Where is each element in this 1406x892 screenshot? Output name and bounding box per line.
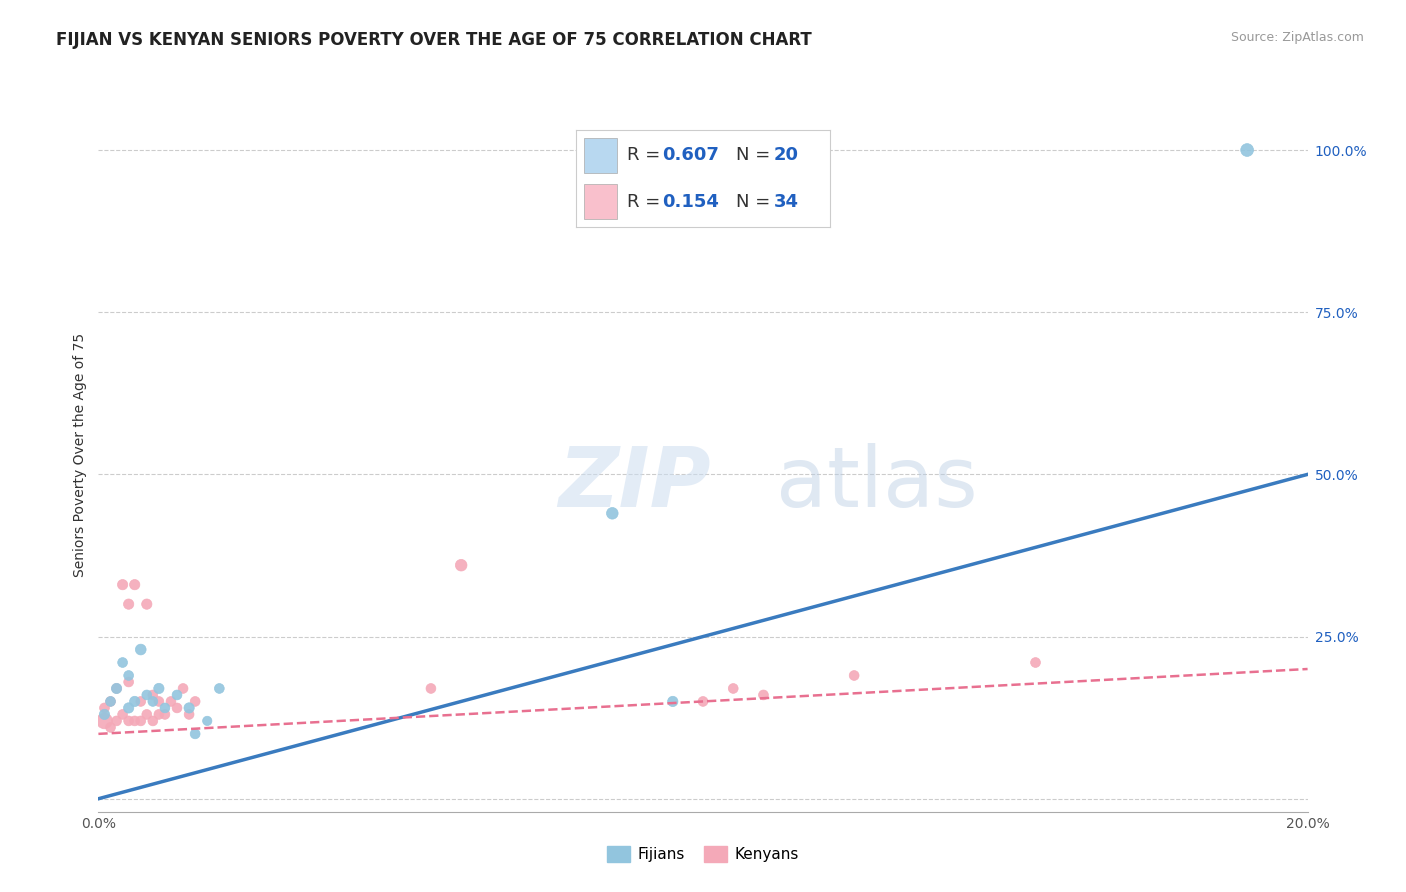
- Point: [420, 681, 443, 696]
- Point: [153, 707, 176, 722]
- Point: [844, 668, 866, 682]
- Text: 0.607: 0.607: [662, 146, 720, 164]
- Point: [184, 694, 207, 708]
- Point: [124, 577, 146, 591]
- FancyBboxPatch shape: [583, 184, 617, 219]
- Point: [752, 688, 775, 702]
- Point: [105, 681, 128, 696]
- Point: [153, 701, 176, 715]
- Point: [111, 707, 134, 722]
- Point: [166, 688, 188, 702]
- Point: [118, 668, 141, 682]
- Point: [195, 714, 218, 728]
- Point: [142, 694, 165, 708]
- Text: N =: N =: [735, 193, 776, 211]
- Text: R =: R =: [627, 193, 672, 211]
- Point: [118, 701, 141, 715]
- Point: [135, 688, 157, 702]
- Point: [105, 714, 128, 728]
- Point: [148, 707, 170, 722]
- Text: ZIP: ZIP: [558, 443, 710, 524]
- Point: [142, 688, 165, 702]
- Point: [135, 597, 157, 611]
- Point: [100, 720, 122, 734]
- Point: [172, 681, 194, 696]
- Point: [208, 681, 231, 696]
- Point: [135, 707, 157, 722]
- Point: [184, 727, 207, 741]
- Point: [93, 714, 115, 728]
- Point: [129, 694, 152, 708]
- Point: [93, 701, 115, 715]
- Text: 0.154: 0.154: [662, 193, 720, 211]
- Point: [118, 714, 141, 728]
- Point: [179, 701, 201, 715]
- Text: 34: 34: [775, 193, 799, 211]
- Text: Source: ZipAtlas.com: Source: ZipAtlas.com: [1230, 31, 1364, 45]
- Point: [118, 597, 141, 611]
- Point: [148, 694, 170, 708]
- Text: N =: N =: [735, 146, 776, 164]
- Point: [93, 707, 115, 722]
- Point: [105, 681, 128, 696]
- Point: [166, 701, 188, 715]
- Point: [111, 577, 134, 591]
- Point: [179, 707, 201, 722]
- Point: [111, 656, 134, 670]
- Point: [450, 558, 472, 573]
- Point: [1236, 143, 1258, 157]
- Text: 20: 20: [775, 146, 799, 164]
- Point: [124, 694, 146, 708]
- Point: [124, 714, 146, 728]
- Point: [692, 694, 714, 708]
- Point: [129, 642, 152, 657]
- Point: [602, 506, 624, 520]
- Text: atlas: atlas: [776, 443, 977, 524]
- Point: [1024, 656, 1046, 670]
- Point: [148, 681, 170, 696]
- Point: [100, 694, 122, 708]
- Point: [118, 675, 141, 690]
- Point: [142, 714, 165, 728]
- Point: [160, 694, 183, 708]
- Point: [100, 694, 122, 708]
- Text: R =: R =: [627, 146, 666, 164]
- FancyBboxPatch shape: [583, 138, 617, 173]
- Point: [129, 714, 152, 728]
- Point: [723, 681, 745, 696]
- Text: FIJIAN VS KENYAN SENIORS POVERTY OVER THE AGE OF 75 CORRELATION CHART: FIJIAN VS KENYAN SENIORS POVERTY OVER TH…: [56, 31, 813, 49]
- Y-axis label: Seniors Poverty Over the Age of 75: Seniors Poverty Over the Age of 75: [73, 333, 87, 577]
- Legend: Fijians, Kenyans: Fijians, Kenyans: [602, 840, 804, 868]
- Point: [662, 694, 685, 708]
